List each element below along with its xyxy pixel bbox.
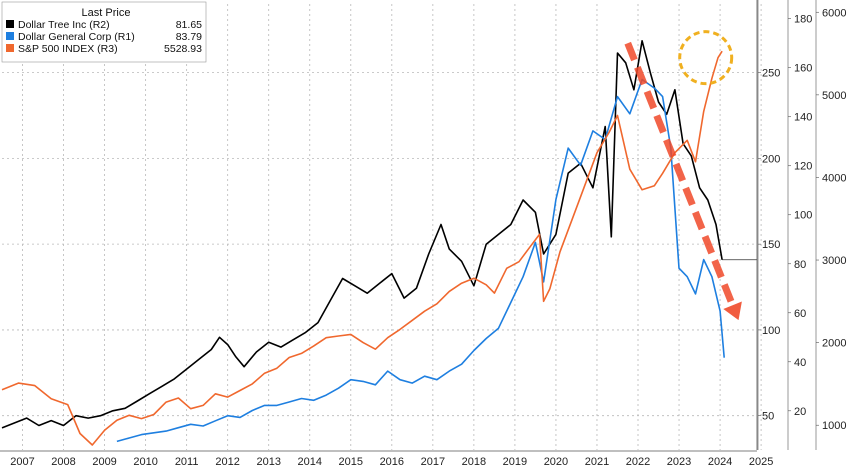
legend-series-name: Dollar General Corp (R1) — [18, 31, 135, 43]
x-tick-label: 2024 — [708, 456, 732, 468]
y-tick-label-R2: 60 — [794, 308, 806, 320]
annotations — [624, 30, 757, 321]
x-axis-band — [0, 452, 848, 468]
x-tick-label: 2014 — [298, 456, 322, 468]
x-tick-label: 2010 — [133, 456, 157, 468]
legend-last-value: 83.79 — [176, 31, 202, 43]
y-tick-label-R3: 4000 — [822, 172, 846, 184]
y-tick-label-R1: 50 — [762, 411, 774, 423]
x-tick-label: 2019 — [503, 456, 527, 468]
y-tick-label-R2: 100 — [794, 210, 812, 222]
y-tick-label-R2: 40 — [794, 357, 806, 369]
legend-last-value: 5528.93 — [164, 43, 202, 55]
grid-lines — [0, 4, 848, 468]
series-line-R1 — [116, 78, 725, 443]
legend-swatch — [6, 20, 14, 28]
y-tick-label-R2: 160 — [794, 63, 812, 75]
plot-area — [1, 39, 725, 446]
x-tick-label: 2022 — [626, 456, 650, 468]
y-tick-label-R3: 5000 — [822, 90, 846, 102]
series-line-R3 — [1, 50, 723, 446]
y-tick-label-R1: 200 — [762, 153, 780, 165]
legend-entries: Dollar Tree Inc (R2) 81.65 Dollar General … — [6, 19, 202, 55]
legend-series-name: S&P 500 INDEX (R3) — [18, 43, 118, 55]
x-tick-label: 2011 — [175, 456, 199, 468]
y-tick-label-R1: 100 — [762, 325, 780, 337]
y-tick-label-R2: 180 — [794, 14, 812, 26]
x-tick-label: 2018 — [462, 456, 486, 468]
legend: Last Price Dollar Tree Inc (R2) 81.65Doll… — [1, 1, 207, 63]
x-tick-label: 2008 — [51, 456, 75, 468]
y-tick-label-R3: 2000 — [822, 338, 846, 350]
legend-swatch — [6, 44, 14, 52]
series-line-R2 — [1, 39, 723, 429]
y-tick-label-R2: 140 — [794, 112, 812, 124]
legend-series-name: Dollar Tree Inc (R2) — [18, 19, 110, 31]
y-tick-label-R2: 80 — [794, 259, 806, 271]
x-tick-label: 2016 — [380, 456, 404, 468]
y-tick-label-R3: 1000 — [822, 420, 846, 432]
x-tick-label: 2020 — [544, 456, 568, 468]
y-tick-label-R3: 3000 — [822, 255, 846, 267]
legend-title: Last Price — [82, 7, 131, 19]
highlight-circle — [678, 30, 734, 86]
y-tick-label-R1: 250 — [762, 68, 780, 80]
legend-box — [1, 1, 207, 63]
trend-arrow-shaft — [624, 41, 736, 307]
legend-swatch — [6, 32, 14, 40]
x-tick-label: 2021 — [585, 456, 609, 468]
x-tick-label: 2013 — [256, 456, 280, 468]
x-tick-label: 2023 — [667, 456, 691, 468]
x-tick-label: 2015 — [339, 456, 363, 468]
y-tick-label-R2: 20 — [794, 406, 806, 418]
y-tick-label-R2: 120 — [794, 161, 812, 173]
trend-arrow-head — [723, 301, 742, 321]
x-tick-label: 2012 — [215, 456, 239, 468]
x-tick-label: 2025 — [749, 456, 773, 468]
y-tick-label-R1: 150 — [762, 239, 780, 251]
x-tick-label: 2009 — [92, 456, 116, 468]
y-tick-label-R3: 6000 — [822, 7, 846, 19]
x-tick-label: 2017 — [421, 456, 445, 468]
x-tick-label: 2007 — [10, 456, 34, 468]
legend-last-value: 81.65 — [176, 19, 202, 31]
